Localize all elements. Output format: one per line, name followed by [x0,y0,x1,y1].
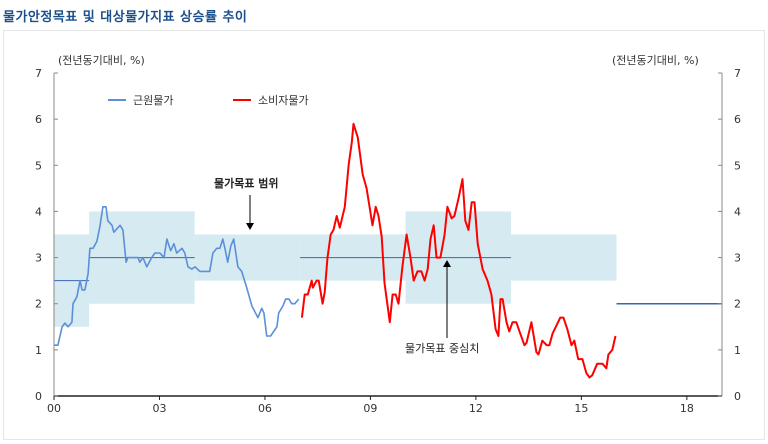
y-tick-label-right: 7 [734,67,741,80]
y-tick-label-left: 6 [35,113,42,126]
y-axis-label-right: (전년동기대비, %) [612,54,699,67]
chart-frame [3,30,765,440]
arrow-up-icon [443,260,451,267]
page-title: 물가안정목표 및 대상물가지표 상승률 추이 [3,10,248,25]
y-tick-label-left: 0 [35,390,42,403]
y-tick-label-left: 7 [35,67,42,80]
series-line-core [54,206,300,347]
y-axis-label-left: (전년동기대비, %) [58,54,145,67]
legend: 근원물가 소비자물가 [108,94,309,107]
y-tick-label-left: 4 [35,205,42,218]
arrow-down-icon [246,223,254,230]
y-tick-label-right: 2 [734,298,741,311]
x-tick-label: 15 [574,402,588,415]
y-tick-label-left: 3 [35,252,42,265]
y-tick-label-left: 2 [35,298,42,311]
target-band [511,234,617,281]
legend-label-cpi: 소비자물가 [258,94,309,107]
x-tick-label: 18 [680,402,694,415]
annotation-center-label: 물가목표 중심치 [405,342,479,355]
legend-label-core: 근원물가 [133,94,173,107]
x-tick-label: 03 [152,402,166,415]
y-tick-label-right: 5 [734,159,741,172]
annotation-center: 물가목표 중심치 [405,260,479,355]
y-tick-label-right: 6 [734,113,741,126]
y-tick-label-right: 3 [734,252,741,265]
y-tick-label-right: 0 [734,390,741,403]
y-tick-label-right: 4 [734,205,741,218]
y-tick-label-left: 5 [35,159,42,172]
x-tick-label: 09 [363,402,377,415]
y-tick-label-right: 1 [734,344,741,357]
x-tick-label: 00 [47,402,61,415]
series-line-cpi [300,122,617,379]
target-band [194,234,301,281]
x-tick-label: 12 [469,402,483,415]
y-tick-label-left: 1 [35,344,42,357]
annotation-range: 물가목표 범위 [214,176,279,230]
annotation-range-label: 물가목표 범위 [214,176,279,190]
x-tick-label: 06 [258,402,272,415]
